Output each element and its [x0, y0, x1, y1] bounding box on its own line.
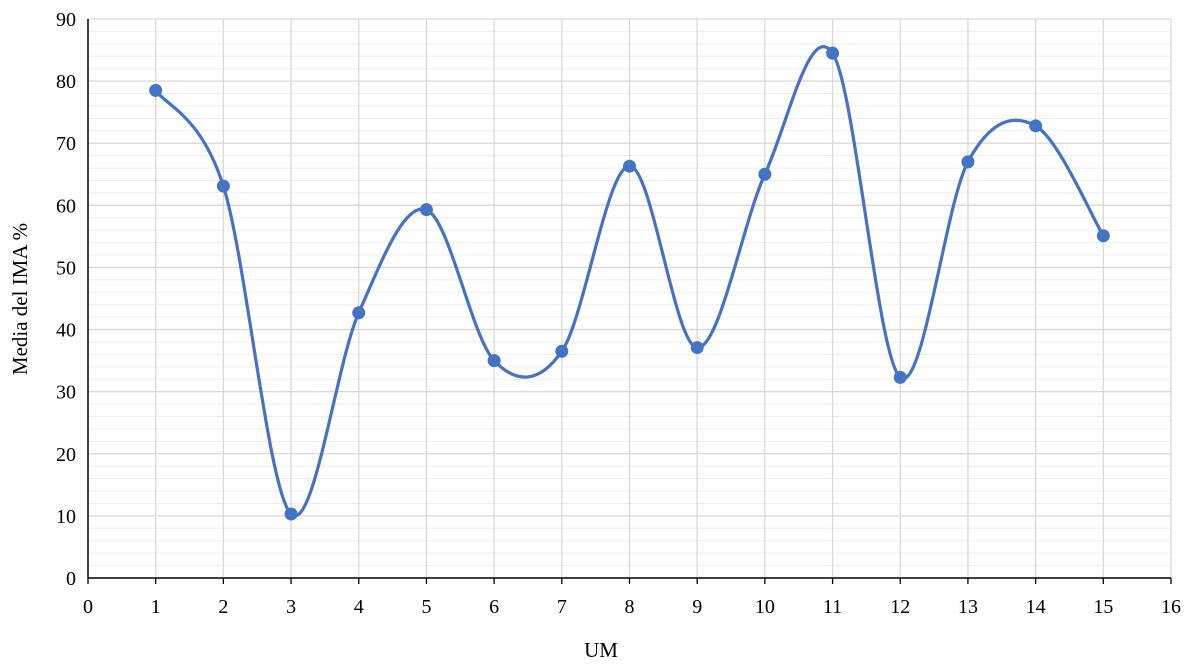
- y-tick-label: 30: [56, 382, 76, 404]
- x-tick-label: 11: [823, 596, 842, 618]
- data-point: [284, 507, 298, 521]
- x-tick-label: 15: [1093, 596, 1113, 618]
- data-point: [149, 83, 163, 97]
- x-tick-label: 4: [354, 596, 364, 618]
- series-layer: [149, 45, 1110, 521]
- x-axis-title: UM: [584, 638, 618, 662]
- data-point: [690, 341, 704, 355]
- y-tick-label: 10: [56, 506, 76, 528]
- data-point: [1096, 229, 1110, 243]
- data-point: [893, 370, 907, 384]
- y-tick-label: 50: [56, 257, 76, 279]
- data-point: [487, 354, 501, 368]
- x-tick-label: 9: [692, 596, 702, 618]
- data-point: [555, 344, 569, 358]
- x-tick-label: 5: [421, 596, 431, 618]
- y-axis-title: Media del IMA %: [8, 223, 32, 375]
- y-tick-label: 0: [66, 568, 76, 590]
- data-point: [352, 306, 366, 320]
- x-tick-label: 6: [489, 596, 499, 618]
- x-tick-label: 8: [625, 596, 635, 618]
- data-point: [961, 155, 975, 169]
- y-tick-label: 90: [56, 9, 76, 31]
- data-point: [623, 159, 636, 173]
- y-tick-label: 40: [56, 320, 76, 342]
- x-tick-label: 10: [755, 596, 775, 618]
- series-line: [154, 45, 1105, 518]
- y-tick-label: 20: [56, 444, 76, 466]
- data-point: [1029, 119, 1043, 133]
- x-tick-label: 13: [958, 596, 978, 618]
- x-tick-label: 3: [286, 596, 296, 618]
- y-tick-label: 60: [56, 195, 76, 217]
- data-point: [216, 179, 230, 193]
- grid: [88, 18, 1172, 578]
- x-tick-label: 1: [151, 596, 161, 618]
- y-tick-labels: 0 10 20 30 40 50 60 70 80 90: [56, 9, 76, 590]
- data-point: [419, 203, 433, 217]
- x-tick-label: 7: [557, 596, 567, 618]
- x-tick-label: 16: [1161, 596, 1181, 618]
- x-tick-label: 12: [890, 596, 910, 618]
- axes: [87, 19, 1172, 584]
- x-tick-label: 2: [218, 596, 228, 618]
- data-point: [826, 46, 840, 60]
- x-tick-label: 14: [1026, 596, 1046, 618]
- y-tick-label: 80: [56, 71, 76, 93]
- data-point: [758, 167, 772, 181]
- y-tick-label: 70: [56, 133, 76, 155]
- x-tick-labels: 0 1 2 3 4 5 6 7 8 9 10 11 12 13 14 15 16: [83, 596, 1181, 618]
- x-tick-label: 0: [83, 596, 93, 618]
